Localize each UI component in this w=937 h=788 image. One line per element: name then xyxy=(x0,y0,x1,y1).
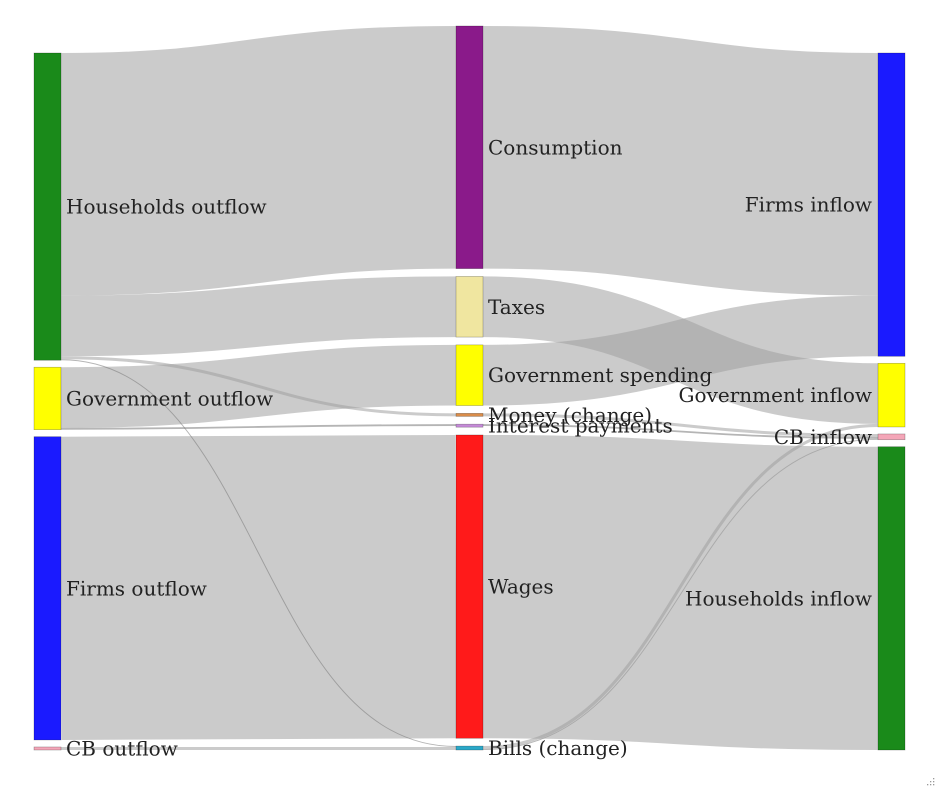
flow-link-money-to-cb_in[interactable] xyxy=(482,413,879,437)
node-label-wages: Wages xyxy=(488,575,554,599)
node-label-bills: Bills (change) xyxy=(488,736,628,760)
node-label-intpay: Interest payments xyxy=(488,414,673,438)
node-taxes[interactable] xyxy=(455,276,484,338)
node-label-gspend: Government spending xyxy=(488,363,713,387)
node-gspend[interactable] xyxy=(455,344,484,406)
sankey-labels: Households outflow Government outflow Firm… xyxy=(66,135,872,760)
node-money[interactable] xyxy=(455,413,484,417)
sankey-nodes xyxy=(33,25,906,751)
flow-link-firm_out-to-wages[interactable] xyxy=(60,434,457,740)
node-label-firm_in: Firms inflow xyxy=(745,193,872,217)
node-label-cb_in: CB inflow xyxy=(774,425,872,449)
flow-link-gov_out-to-intpay[interactable] xyxy=(60,424,457,430)
flow-link-taxes-to-gov_in[interactable] xyxy=(482,276,879,424)
node-label-cons: Consumption xyxy=(488,135,623,159)
flow-link-intpay-to-cb_in[interactable] xyxy=(482,424,879,439)
resize-grip-icon[interactable] xyxy=(925,776,935,786)
node-cb_in[interactable] xyxy=(877,433,906,441)
node-label-gov_in: Government inflow xyxy=(679,383,872,407)
flow-link-hh_out-to-cons[interactable] xyxy=(60,26,457,296)
node-cb_out[interactable] xyxy=(33,746,62,751)
flow-link-cons-to-firm_in[interactable] xyxy=(482,26,879,296)
flow-link-hh_out-to-money[interactable] xyxy=(60,356,457,417)
node-label-gov_out: Government outflow xyxy=(66,386,273,410)
flow-link-wages-to-hh_in[interactable] xyxy=(482,434,879,750)
flow-link-hh_out-to-taxes[interactable] xyxy=(60,276,457,357)
node-intpay[interactable] xyxy=(455,423,484,428)
node-cons[interactable] xyxy=(455,25,484,269)
flow-link-hh_out-to-bills[interactable] xyxy=(60,359,457,747)
node-label-money: Money (change) xyxy=(488,403,652,427)
node-label-hh_in: Households inflow xyxy=(685,586,872,610)
node-firm_out[interactable] xyxy=(33,436,62,741)
node-gov_out[interactable] xyxy=(33,366,62,430)
node-wages[interactable] xyxy=(455,434,484,739)
node-bills[interactable] xyxy=(455,745,484,751)
node-hh_in[interactable] xyxy=(877,446,906,751)
sankey-links xyxy=(60,26,879,751)
node-hh_out[interactable] xyxy=(33,52,62,361)
node-gov_in[interactable] xyxy=(877,362,906,428)
node-label-cb_out: CB outflow xyxy=(66,736,178,760)
node-label-taxes: Taxes xyxy=(488,295,545,319)
node-label-firm_out: Firms outflow xyxy=(66,576,207,600)
node-label-hh_out: Households outflow xyxy=(66,195,267,219)
node-firm_in[interactable] xyxy=(877,52,906,357)
